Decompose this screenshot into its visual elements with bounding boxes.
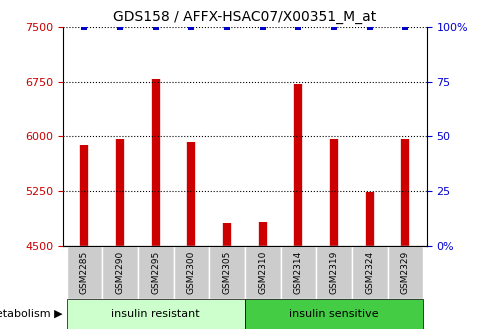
FancyBboxPatch shape <box>173 246 209 299</box>
Text: insulin sensitive: insulin sensitive <box>288 309 378 319</box>
Text: GSM2314: GSM2314 <box>293 251 302 294</box>
FancyBboxPatch shape <box>137 246 173 299</box>
FancyBboxPatch shape <box>209 246 244 299</box>
Title: GDS158 / AFFX-HSAC07/X00351_M_at: GDS158 / AFFX-HSAC07/X00351_M_at <box>113 10 376 25</box>
FancyBboxPatch shape <box>66 246 102 299</box>
FancyBboxPatch shape <box>280 246 316 299</box>
FancyBboxPatch shape <box>102 246 137 299</box>
Text: metabolism ▶: metabolism ▶ <box>0 309 62 319</box>
FancyBboxPatch shape <box>387 246 423 299</box>
Text: GSM2290: GSM2290 <box>115 251 124 294</box>
Text: GSM2300: GSM2300 <box>186 251 196 294</box>
Text: GSM2324: GSM2324 <box>364 251 374 294</box>
Text: insulin resistant: insulin resistant <box>111 309 200 319</box>
Text: GSM2295: GSM2295 <box>151 251 160 294</box>
FancyBboxPatch shape <box>244 246 280 299</box>
FancyBboxPatch shape <box>316 246 351 299</box>
Text: GSM2285: GSM2285 <box>80 251 89 294</box>
Text: GSM2319: GSM2319 <box>329 251 338 294</box>
FancyBboxPatch shape <box>66 299 244 329</box>
FancyBboxPatch shape <box>244 299 423 329</box>
Text: GSM2305: GSM2305 <box>222 251 231 294</box>
Text: GSM2310: GSM2310 <box>257 251 267 294</box>
Text: GSM2329: GSM2329 <box>400 251 409 294</box>
FancyBboxPatch shape <box>351 246 387 299</box>
